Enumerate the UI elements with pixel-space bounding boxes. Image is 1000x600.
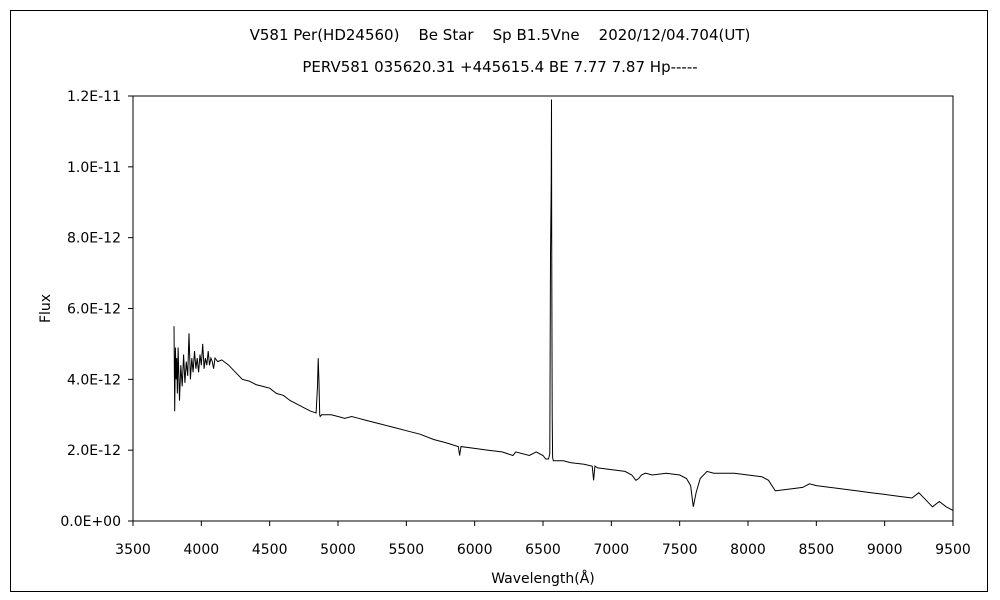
x-tick-label: 7500: [662, 542, 698, 558]
x-tick-label: 8000: [730, 542, 766, 558]
x-tick-label: 9500: [935, 542, 971, 558]
x-axis-title: Wavelength(Å): [491, 570, 595, 587]
y-axis: 0.0E+00 2.0E-12 4.0E-12 6.0E-12 8.0E-12 1.0E-…: [60, 89, 133, 530]
y-tick-label: 2.0E-12: [67, 443, 121, 459]
x-tick-label: 5000: [320, 542, 356, 558]
y-tick-label: 0.0E+00: [60, 514, 121, 530]
y-tick-label: 1.2E-11: [67, 89, 121, 105]
x-tick-label: 7000: [594, 542, 630, 558]
y-tick-label: 1.0E-11: [67, 160, 121, 176]
y-axis-title: Flux: [38, 294, 54, 323]
plot-area: [132, 95, 954, 522]
x-axis: 3500 4000 4500 5000 5500 6000 6500 7000 7500 8000…: [115, 521, 971, 558]
spectrum-line: [173, 99, 954, 511]
x-tick-label: 8500: [799, 542, 835, 558]
x-tick-label: 6500: [525, 542, 561, 558]
chart-frame: [10, 10, 988, 592]
x-tick-label: 3500: [115, 542, 151, 558]
x-tick-label: 4500: [252, 542, 288, 558]
y-tick-label: 6.0E-12: [67, 302, 121, 318]
x-tick-label: 9000: [867, 542, 903, 558]
chart-title: V581 Per(HD24560) Be Star Sp B1.5Vne 202…: [249, 26, 751, 44]
x-tick-label: 4000: [184, 542, 220, 558]
y-tick-label: 8.0E-12: [67, 231, 121, 247]
chart-subtitle: PERV581 035620.31 +445615.4 BE 7.77 7.87…: [302, 58, 698, 76]
x-tick-label: 5500: [389, 542, 425, 558]
x-tick-label: 6000: [457, 542, 493, 558]
y-tick-label: 4.0E-12: [67, 372, 121, 388]
